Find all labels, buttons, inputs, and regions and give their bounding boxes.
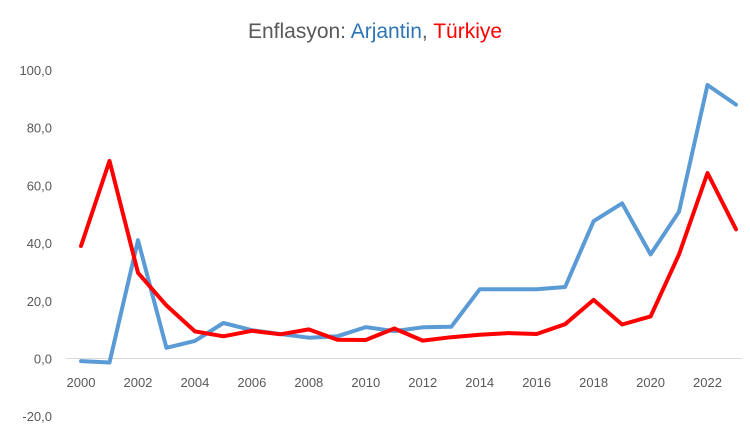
- x-tick-label: 2004: [180, 375, 209, 390]
- title-series-turkiye: Türkiye: [433, 20, 502, 43]
- y-tick-label: -20,0: [22, 409, 52, 424]
- x-tick-label: 2010: [351, 375, 380, 390]
- series-line-t-rkiye: [79, 158, 738, 343]
- title-prefix: Enflasyon:: [248, 20, 351, 43]
- x-tick-label: 2002: [123, 375, 152, 390]
- x-axis-tick-labels: 2000 2002 2004 2006 2008 2010 2012 2014 2016 2018…: [67, 375, 722, 390]
- chart-title: Enflasyon: Arjantin, Türkiye: [248, 20, 502, 43]
- y-tick-label: 40,0: [27, 236, 52, 251]
- title-separator: ,: [422, 20, 433, 43]
- y-tick-label: 60,0: [27, 178, 52, 193]
- x-tick-label: 2016: [522, 375, 551, 390]
- x-tick-label: 2022: [693, 375, 722, 390]
- x-tick-label: 2006: [237, 375, 266, 390]
- title-series-arjantin: Arjantin: [351, 20, 422, 43]
- x-tick-label: 2020: [636, 375, 665, 390]
- y-axis-tick-labels: 100,0 80,0 60,0 40,0 20,0 0,0 -20,0: [19, 63, 52, 424]
- x-tick-label: 2008: [294, 375, 323, 390]
- x-tick-label: 2014: [465, 375, 494, 390]
- y-tick-label: 80,0: [27, 121, 52, 136]
- x-tick-label: 2000: [67, 375, 96, 390]
- y-tick-label: 20,0: [27, 294, 52, 309]
- y-tick-label: 100,0: [19, 63, 52, 78]
- series-line-arjantin: [79, 83, 738, 365]
- series-lines: [79, 83, 738, 365]
- y-tick-label: 0,0: [34, 352, 52, 367]
- x-tick-label: 2018: [579, 375, 608, 390]
- x-tick-label: 2012: [408, 375, 437, 390]
